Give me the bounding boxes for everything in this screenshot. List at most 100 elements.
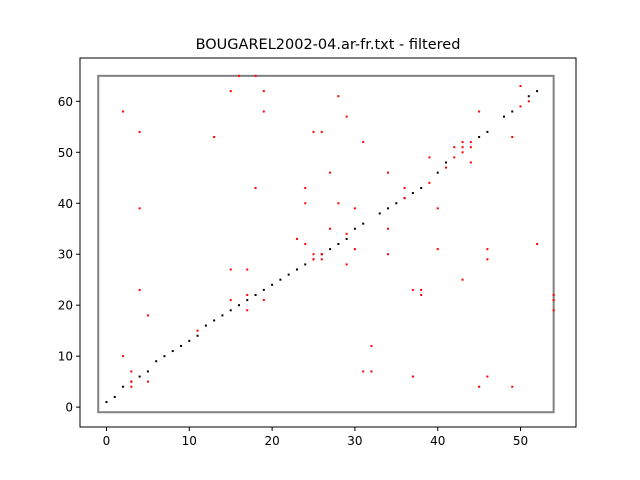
filtered-point xyxy=(552,293,555,296)
filtered-point xyxy=(353,248,356,251)
filtered-point xyxy=(552,309,555,312)
alignment-point xyxy=(279,278,282,281)
alignment-point xyxy=(237,304,240,307)
filtered-point xyxy=(370,344,373,347)
alignment-point xyxy=(113,395,116,398)
alignment-point xyxy=(353,227,356,230)
alignment-point xyxy=(444,161,447,164)
filtered-point xyxy=(262,299,265,302)
filtered-point xyxy=(453,146,456,149)
x-tick-label: 10 xyxy=(182,434,197,448)
y-axis: 0 10 20 30 40 50 60 xyxy=(58,95,80,415)
filtered-point xyxy=(146,380,149,383)
filtered-point xyxy=(329,171,332,174)
filtered-point xyxy=(254,186,257,189)
filtered-point xyxy=(411,375,414,378)
filtered-point xyxy=(461,278,464,281)
filtered-point xyxy=(146,314,149,317)
filtered-point xyxy=(345,115,348,118)
x-tick-label: 50 xyxy=(513,434,528,448)
filtered-point xyxy=(237,74,240,77)
filtered-point xyxy=(486,248,489,251)
filtered-point xyxy=(353,207,356,210)
alignment-point xyxy=(204,324,207,327)
filtered-point xyxy=(362,141,365,144)
filtered-point xyxy=(345,263,348,266)
filtered-point xyxy=(312,130,315,133)
alignment-point xyxy=(420,186,423,189)
filtered-point xyxy=(213,135,216,138)
alignment-point xyxy=(536,90,539,93)
filtered-point xyxy=(229,268,232,271)
filtered-point xyxy=(304,243,307,246)
filtered-point xyxy=(420,288,423,291)
filtered-point xyxy=(229,90,232,93)
filtered-point xyxy=(469,161,472,164)
filtered-point xyxy=(337,95,340,98)
filtered-point xyxy=(138,130,141,133)
filtered-point xyxy=(536,243,539,246)
alignment-point xyxy=(527,95,530,98)
alignment-point xyxy=(146,370,149,373)
alignment-point xyxy=(122,385,125,388)
alignment-point xyxy=(387,207,390,210)
alignment-point xyxy=(395,202,398,205)
filtered-point xyxy=(461,146,464,149)
x-tick-label: 30 xyxy=(347,434,362,448)
filtered-point xyxy=(387,253,390,256)
filtered-point xyxy=(436,207,439,210)
filtered-point xyxy=(428,181,431,184)
filtered-point xyxy=(122,355,125,358)
alignment-point xyxy=(329,248,332,251)
filtered-point xyxy=(138,207,141,210)
alignment-point xyxy=(486,130,489,133)
filtered-point xyxy=(478,110,481,113)
alignment-point xyxy=(345,237,348,240)
alignment-point xyxy=(138,375,141,378)
y-tick-label: 20 xyxy=(58,299,73,313)
filtered-point xyxy=(130,370,133,373)
filtered-point xyxy=(262,110,265,113)
filtered-point xyxy=(511,135,514,138)
alignment-point xyxy=(362,222,365,225)
x-tick-label: 20 xyxy=(264,434,279,448)
alignment-point xyxy=(163,355,166,358)
filtered-point xyxy=(122,110,125,113)
filtered-point xyxy=(345,232,348,235)
alignment-point xyxy=(246,299,249,302)
filtered-point xyxy=(246,268,249,271)
filtered-point xyxy=(362,370,365,373)
alignment-point xyxy=(262,288,265,291)
filtered-point xyxy=(519,105,522,108)
filtered-point xyxy=(320,258,323,261)
chart-title: BOUGAREL2002-04.ar-fr.txt - filtered xyxy=(196,37,461,53)
filtered-point xyxy=(403,186,406,189)
filtered-point xyxy=(329,227,332,230)
x-tick-label: 0 xyxy=(103,434,111,448)
filtered-point xyxy=(387,171,390,174)
alignment-point xyxy=(180,344,183,347)
alignment-point xyxy=(337,243,340,246)
alignment-point xyxy=(254,293,257,296)
alignment-point xyxy=(221,314,224,317)
filtered-point xyxy=(254,74,257,77)
filtered-point xyxy=(246,309,249,312)
alignment-point xyxy=(436,171,439,174)
filtered-point xyxy=(370,370,373,373)
alignment-point xyxy=(171,350,174,353)
alignment-point xyxy=(229,309,232,312)
alignment-point xyxy=(196,334,199,337)
filtered-point xyxy=(461,151,464,154)
filtered-point xyxy=(436,248,439,251)
filtered-point xyxy=(387,227,390,230)
data-points xyxy=(105,74,555,404)
alignment-point xyxy=(188,339,191,342)
y-tick-label: 10 xyxy=(58,350,73,364)
filtered-point xyxy=(312,253,315,256)
filtered-point xyxy=(519,85,522,88)
filtered-point xyxy=(486,375,489,378)
filtered-point xyxy=(262,90,265,93)
alignment-point xyxy=(478,135,481,138)
